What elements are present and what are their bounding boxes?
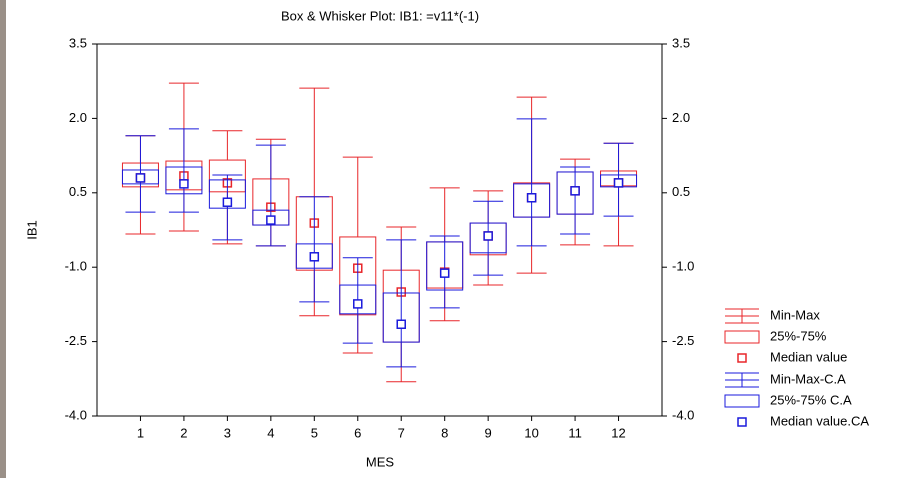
legend-symbol [724,394,760,408]
box [556,171,594,215]
box [382,292,420,343]
plot-frame [96,43,663,417]
y-tick-label: -4.0 [65,407,87,422]
median-marker [570,186,580,196]
x-tick-label: 10 [524,425,538,440]
median-marker [396,319,406,329]
y-tick-label: -1.0 [65,259,87,274]
x-tick-label: 4 [267,425,274,440]
y-tick-label: 3.5 [69,35,87,50]
legend-label: Median value.CA [770,413,869,428]
legend-symbol [737,353,747,363]
legend-label: 25%-75% C.A [770,392,852,407]
x-tick-label: 11 [568,425,582,440]
median-marker [135,173,146,183]
y2-tick-label: -2.5 [672,333,694,348]
box [208,179,246,209]
y2-tick-label: 3.5 [672,35,690,50]
x-tick-label: 5 [311,425,318,440]
x-tick-label: 6 [354,425,361,440]
median-marker [613,178,624,188]
box [339,284,377,315]
y-tick-label: -2.5 [65,333,87,348]
legend-label: Min-Max-C.A [770,371,846,386]
x-axis-label: MES [366,454,395,469]
x-tick-label: 7 [398,425,405,440]
y2-tick-label: 0.5 [672,184,690,199]
box [469,222,507,254]
median-marker [179,179,189,189]
y2-tick-label: -4.0 [672,407,694,422]
legend-label: Min-Max [770,307,820,322]
median-marker [222,197,233,207]
chart-title: Box & Whisker Plot: IB1: =v11*(-1) [281,8,479,23]
x-tick-label: 12 [611,425,625,440]
box [295,243,333,269]
box [165,166,203,195]
median-marker [353,299,363,309]
y-axis-label: IB1 [24,220,39,240]
legend-label: Median value [770,349,847,364]
median-marker [483,231,493,241]
x-tick-label: 3 [224,425,231,440]
x-tick-label: 2 [180,425,187,440]
y-tick-label: 0.5 [69,184,87,199]
median-marker [439,268,450,278]
median-marker [526,193,537,203]
median-marker [266,215,276,225]
y-tick-label: 2.0 [69,110,87,125]
legend-symbol [724,330,760,344]
box [513,183,551,218]
x-tick-label: 1 [137,425,144,440]
box [121,169,159,185]
y2-tick-label: -1.0 [672,259,694,274]
y2-tick-label: 2.0 [672,110,690,125]
x-tick-label: 8 [441,425,448,440]
box [252,209,290,226]
box [426,241,464,291]
x-tick-label: 9 [485,425,492,440]
median-marker [309,252,320,262]
legend-label: 25%-75% [770,328,827,343]
legend-symbol [737,417,747,427]
left-edge [0,0,6,478]
